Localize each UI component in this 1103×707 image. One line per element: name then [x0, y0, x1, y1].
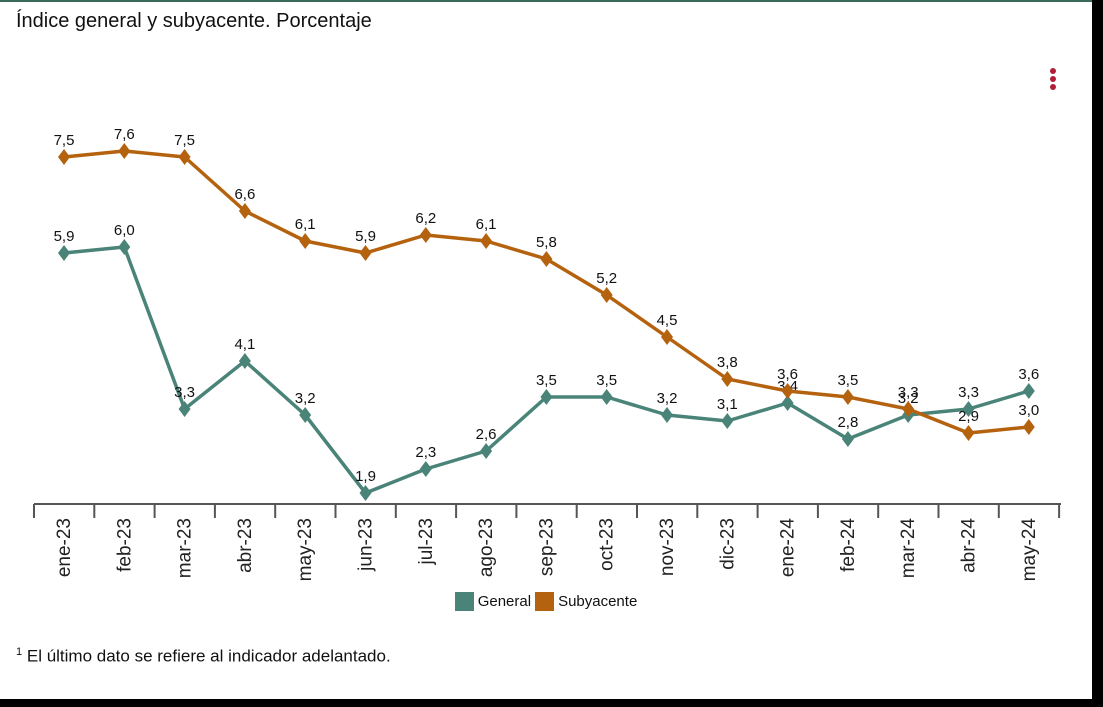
x-tick-label: abr-23	[235, 518, 256, 573]
data-point	[841, 431, 854, 447]
data-label: 3,5	[837, 372, 858, 389]
data-point	[178, 401, 191, 417]
data-label: 6,0	[114, 222, 135, 239]
data-point	[238, 203, 251, 219]
data-point	[721, 413, 734, 429]
data-label: 3,3	[174, 384, 195, 401]
data-point	[962, 425, 975, 441]
data-label: 2,8	[837, 414, 858, 431]
data-label: 3,2	[898, 390, 919, 407]
x-tick-label: oct-23	[597, 518, 618, 571]
x-tick-label: ago-23	[476, 518, 497, 577]
data-label: 2,9	[958, 408, 979, 425]
data-label: 7,5	[54, 132, 75, 149]
data-label: 3,3	[898, 384, 919, 401]
data-label: 6,2	[415, 210, 436, 227]
footnote: 1 El último dato se refiere al indicador…	[16, 646, 391, 667]
x-tick-label: jul-23	[416, 518, 437, 565]
x-tick-label: jun-23	[356, 518, 377, 572]
x-tick-label: may-23	[295, 518, 316, 581]
legend-label: Subyacente	[558, 593, 638, 610]
data-label: 3,2	[295, 390, 316, 407]
line-chart: ene-23 feb-23 mar-23 abr-23 may-23 jun-23 jul-…	[33, 126, 1061, 582]
data-point	[58, 245, 70, 261]
chart-legend: General Subyacente	[0, 592, 1092, 615]
data-label: 5,9	[355, 228, 376, 245]
x-tick-label: may-24	[1019, 518, 1040, 582]
data-point	[299, 233, 312, 249]
data-point	[178, 149, 191, 165]
legend-label: General	[477, 593, 532, 610]
x-tick-label: sep-23	[536, 518, 557, 576]
data-label: 4,1	[234, 336, 255, 353]
data-point	[118, 143, 131, 159]
data-point	[238, 353, 251, 369]
x-tick-label: ene-23	[54, 518, 75, 577]
series-line-general	[63, 245, 1030, 495]
data-label: 1,9	[355, 468, 376, 485]
legend-item-general[interactable]: General	[454, 592, 532, 611]
data-point	[962, 401, 975, 417]
data-point	[781, 383, 794, 399]
data-point	[540, 389, 553, 405]
data-point	[661, 329, 673, 345]
chart-title: Índice general y subyacente. Porcentaje	[16, 10, 372, 32]
data-point	[58, 149, 70, 165]
data-label: 4,5	[657, 312, 678, 329]
data-point	[600, 287, 613, 303]
legend-swatch	[535, 592, 555, 611]
data-point	[721, 371, 734, 387]
data-point	[1022, 419, 1035, 435]
footnote-text: El último dato se refiere al indicador a…	[26, 646, 391, 666]
data-label: 3,2	[657, 390, 678, 407]
legend-item-subyacente[interactable]: Subyacente	[535, 592, 637, 611]
data-label: 6,1	[295, 216, 316, 233]
data-label: 6,6	[234, 186, 255, 203]
data-point	[1022, 383, 1035, 399]
more-vertical-icon[interactable]	[1046, 68, 1060, 92]
data-point	[540, 251, 553, 267]
x-tick-label: dic-23	[717, 518, 738, 570]
x-tick-label: mar-24	[898, 518, 919, 579]
chart-card: Índice general y subyacente. Porcentaje …	[0, 0, 1092, 699]
data-label: 3,8	[717, 354, 738, 371]
data-label: 7,6	[114, 126, 135, 143]
data-point	[118, 239, 131, 255]
data-point	[359, 485, 372, 501]
data-point	[480, 233, 493, 249]
data-label: 5,2	[596, 270, 617, 287]
data-point	[781, 395, 794, 411]
x-tick-label: mar-23	[175, 518, 196, 578]
x-tick-label: feb-24	[838, 518, 859, 572]
x-tick-label: ene-24	[778, 518, 799, 578]
data-label: 6,1	[476, 216, 497, 233]
data-label: 2,3	[415, 444, 436, 461]
data-point	[661, 407, 673, 423]
data-point	[419, 227, 432, 243]
data-label: 3,5	[596, 372, 617, 389]
footnote-marker: 1	[16, 646, 23, 658]
data-label: 3,5	[536, 372, 557, 389]
data-point	[359, 245, 372, 261]
data-label: 3,6	[777, 366, 798, 383]
data-label: 5,8	[536, 234, 557, 251]
data-label: 3,0	[1018, 402, 1039, 419]
data-point	[841, 389, 854, 405]
x-tick-label: abr-24	[959, 518, 980, 573]
data-point	[299, 407, 312, 423]
data-label: 3,1	[717, 396, 738, 413]
data-point	[480, 443, 493, 459]
data-point	[600, 389, 613, 405]
data-label: 2,6	[476, 426, 497, 443]
x-tick-label: nov-23	[657, 518, 678, 576]
data-label: 3,3	[958, 384, 979, 401]
legend-swatch	[454, 592, 474, 611]
data-label: 3,6	[1018, 366, 1039, 383]
data-point	[419, 461, 432, 477]
data-label: 7,5	[174, 132, 195, 149]
x-tick-label: feb-23	[114, 518, 135, 572]
data-label: 5,9	[54, 228, 75, 245]
data-point	[902, 401, 915, 417]
